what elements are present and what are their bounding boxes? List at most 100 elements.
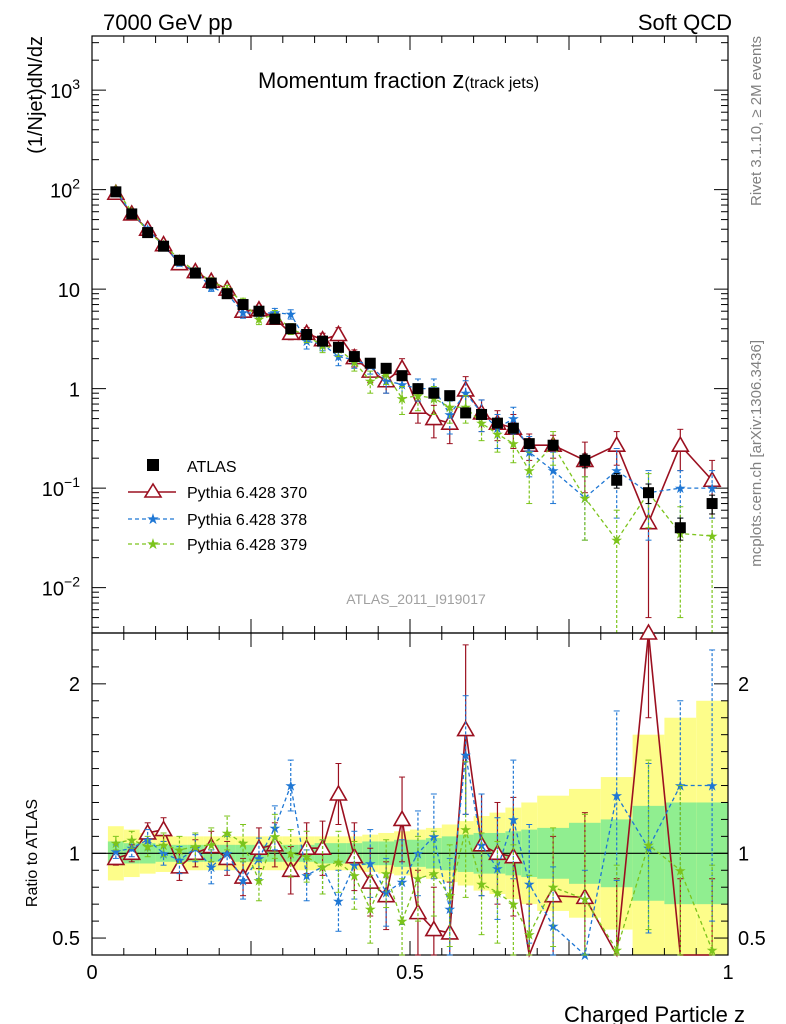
data-point-data [317, 335, 329, 347]
ratio-y-tick-label-right: 2 [738, 674, 749, 696]
data-point-p379: ★ [507, 436, 520, 452]
data-point-p370 [154, 819, 173, 837]
data-point-p378: ★ [428, 828, 441, 844]
data-point-data [507, 422, 519, 434]
data-point-p378: ★ [459, 385, 472, 401]
data-point-data [491, 417, 503, 429]
ratio-y-tick-label-right: 1 [738, 843, 749, 865]
x-tick-label: 1 [722, 962, 733, 984]
data-point-p378: ★ [157, 845, 170, 861]
data-point-p379: ★ [507, 896, 520, 912]
data-point-p378: ★ [610, 788, 623, 804]
legend-label-370: Pythia 6.428 370 [187, 485, 307, 502]
data-point-p379: ★ [523, 463, 536, 479]
data-point-p379: ★ [157, 837, 170, 853]
data-point-p378: ★ [491, 861, 504, 877]
data-point-p379: ★ [459, 822, 472, 838]
analysis-tag: ATLAS_2011_I919017 [346, 591, 486, 607]
data-point-p379: ★ [523, 927, 536, 943]
legend-marker-379: ★ [146, 536, 159, 553]
data-point-data [643, 487, 654, 499]
main-y-tick-label: 10−2 [42, 574, 80, 601]
data-point-p378: ★ [110, 844, 123, 860]
series-line-p379 [115, 827, 713, 952]
legend-marker-370 [143, 482, 163, 498]
data-point-p379: ★ [412, 871, 425, 887]
data-point-p378: ★ [173, 852, 186, 868]
data-point-data [253, 305, 265, 317]
data-point-p378: ★ [610, 463, 623, 479]
data-point-p379: ★ [141, 839, 154, 855]
data-point-p379: ★ [547, 879, 560, 895]
data-point-p379: ★ [189, 839, 202, 855]
rivet-version-label: Rivet 3.1.10, ≥ 2M events [748, 36, 765, 206]
data-point-p370 [607, 435, 627, 453]
main-title-sub: (track jets) [464, 75, 539, 92]
data-point-p379: ★ [443, 888, 456, 904]
data-point-p379: ★ [348, 867, 361, 883]
data-point-p379: ★ [706, 528, 719, 544]
data-point-data [110, 186, 122, 198]
data-point-data [547, 439, 559, 451]
data-point-data [380, 362, 392, 374]
data-point-data [189, 267, 201, 279]
main-y-tick-label: 102 [50, 176, 80, 203]
data-point-p379: ★ [253, 872, 266, 888]
data-point-data [706, 498, 718, 510]
data-point-p379: ★ [396, 913, 409, 929]
data-point-p378: ★ [284, 306, 297, 322]
data-point-p378: ★ [459, 747, 472, 763]
data-point-p370 [639, 623, 658, 640]
data-point-p379: ★ [110, 835, 123, 851]
ratio-panel: 0 0.5 10.5 0.51 12 2★★★ ★★★★★★★★★★★★ ★★★★★★★★★★… [52, 36, 766, 984]
data-point-p379: ★ [428, 866, 441, 882]
data-point-p379: ★ [491, 884, 504, 900]
data-point-data [460, 407, 472, 419]
data-point-data [444, 390, 456, 402]
data-point-p379: ★ [491, 426, 504, 442]
main-title: Momentum fraction z(track jets) [258, 67, 539, 94]
data-point-data [142, 227, 154, 239]
data-point-p378: ★ [443, 406, 456, 422]
data-point-p379: ★ [300, 849, 313, 865]
collision-energy-label: 7000 GeV pp [103, 10, 233, 35]
data-point-p378: ★ [547, 463, 560, 479]
ratio-y-tick-label: 2 [69, 674, 80, 696]
data-point-p379: ★ [579, 490, 592, 506]
x-axis-title: Charged Particle z [564, 1002, 745, 1024]
data-point-p379: ★ [173, 842, 186, 858]
data-point-p378: ★ [380, 373, 393, 389]
data-point-p379: ★ [443, 399, 456, 415]
legend-entry-atlas: ATLAS [147, 459, 237, 476]
main-y-tick-label: 10−1 [42, 474, 80, 501]
data-point-p378: ★ [348, 857, 361, 873]
x-tick-label: 0.5 [396, 962, 424, 984]
data-point-p379: ★ [221, 825, 234, 841]
legend-label-atlas: ATLAS [187, 459, 237, 476]
legend-entry-pythia-379: ★ Pythia 6.428 379 [128, 536, 307, 554]
data-point-p378: ★ [221, 845, 234, 861]
legend: ATLAS Pythia 6.428 370 ★ Pythia 6.428 37… [128, 459, 307, 554]
data-point-data [158, 240, 170, 252]
data-point-p378: ★ [237, 872, 250, 888]
data-point-p379: ★ [364, 901, 377, 917]
data-point-p378: ★ [674, 480, 687, 496]
data-point-p379: ★ [674, 862, 687, 878]
data-point-p379: ★ [642, 837, 655, 853]
main-y-axis-title: (1/Njet)dN/dz [25, 36, 47, 154]
series-p379-ratio: ★ ★ ★ ★ ★ ★ ★★★★★★ ★★ ★★★★★★ ★★★★★★★★★★★★★ [110, 759, 718, 958]
data-point-data [237, 299, 249, 311]
data-point-p378: ★ [706, 480, 719, 496]
data-point-p370 [670, 435, 690, 453]
data-point-p370 [122, 843, 142, 861]
data-point-p379: ★ [284, 845, 297, 861]
data-point-data [221, 288, 233, 300]
legend-marker-378: ★ [146, 511, 159, 528]
data-point-p370 [424, 408, 444, 426]
data-point-p378: ★ [507, 811, 520, 827]
data-point-p379: ★ [475, 876, 488, 892]
x-axis-ticks: 0 0.5 1 [86, 36, 734, 984]
data-point-p379: ★ [205, 837, 218, 853]
main-title-z: z [452, 67, 464, 94]
data-point-data [173, 254, 185, 266]
